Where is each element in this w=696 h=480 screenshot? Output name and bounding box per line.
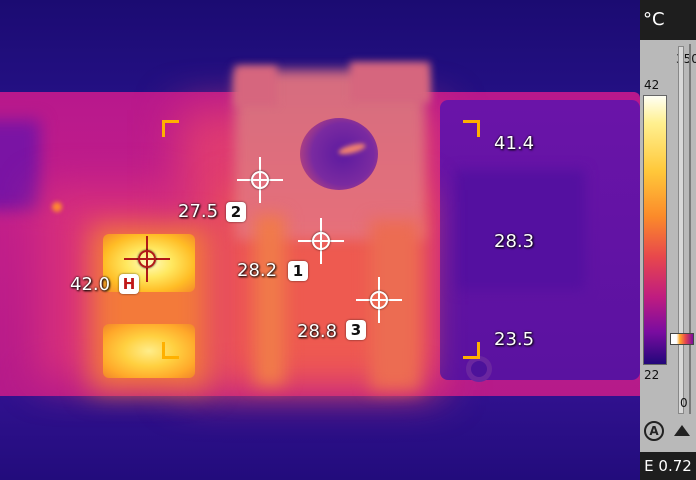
range-slider-handle[interactable]: [670, 333, 694, 345]
spot-1-crosshair-icon[interactable]: [298, 218, 344, 264]
range-slider-rail: [685, 44, 691, 414]
cool-plate-inner: [455, 170, 585, 290]
hot-spot-label: H: [119, 274, 139, 294]
emissivity-readout: E 0.72: [640, 452, 696, 480]
heatsink-fin-left: [235, 66, 277, 106]
unit-label: °C: [640, 0, 696, 40]
area-bracket-top-right[interactable]: [463, 120, 480, 137]
heatsink-fin-right: [350, 62, 430, 102]
color-scale-bar: [643, 95, 667, 365]
background-cool-bottom: [0, 396, 640, 480]
hot-spot-value: 42.0: [70, 274, 111, 295]
area-bracket-bottom-left[interactable]: [162, 342, 179, 359]
spot-2-crosshair-icon[interactable]: [237, 157, 283, 203]
area-bracket-bottom-right[interactable]: [463, 342, 480, 359]
span-min-label: 22: [644, 368, 660, 382]
hot-spot-crosshair-icon[interactable]: [124, 236, 170, 282]
component-column: [255, 215, 285, 385]
spot-3-crosshair-icon[interactable]: [356, 277, 402, 323]
span-max-label: 42: [644, 78, 660, 92]
up-arrow-icon[interactable]: [674, 425, 690, 436]
spot-3-value: 28.8: [297, 321, 338, 342]
hot-component-lower: [103, 324, 195, 378]
temperature-scale-panel: °C 350 42 22 0 A E 0.72: [640, 0, 696, 480]
auto-mode-icon[interactable]: A: [644, 421, 664, 441]
screw-hole: [466, 356, 492, 382]
area-max-value: 41.4: [494, 133, 535, 154]
spot-3-label: 3: [346, 320, 366, 340]
area-min-value: 23.5: [494, 329, 535, 350]
range-slider-track[interactable]: [678, 46, 684, 414]
spot-2-value: 27.5: [178, 201, 219, 222]
spot-2-label: 2: [226, 202, 246, 222]
left-component: [0, 120, 40, 210]
area-avg-value: 28.3: [494, 231, 535, 252]
spot-1-value: 28.2: [237, 260, 278, 281]
thermal-image[interactable]: 27.5 2 28.2 1 28.8 3 42.0 H 41.4 28.3 23…: [0, 0, 640, 480]
range-bottom-label: 0: [680, 396, 688, 410]
spot-1-label: 1: [288, 261, 308, 281]
area-bracket-top-left[interactable]: [162, 120, 179, 137]
hot-dot: [52, 202, 62, 212]
